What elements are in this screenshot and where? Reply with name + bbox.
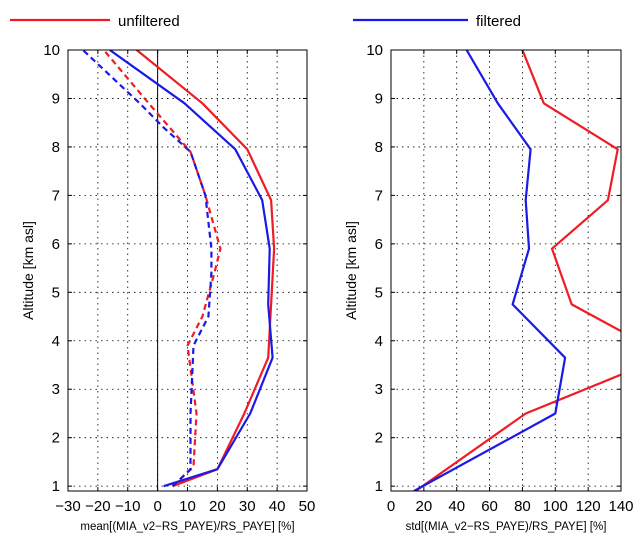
x-tick-label: 40 (448, 498, 465, 515)
series-line-filtered (413, 50, 567, 491)
legend: unfiltered filtered (10, 13, 521, 30)
x-tick-label: 100 (543, 498, 568, 515)
series-line-unfiltered (414, 373, 621, 491)
y-tick-label: 8 (375, 139, 383, 156)
y-tick-label: 10 (366, 42, 383, 59)
y-tick-label: 3 (375, 381, 383, 398)
x-axis-label: std[(MIA_v2−RS_PAYE)/RS_PAYE] [%] (406, 521, 607, 533)
y-tick-label: 4 (52, 333, 60, 350)
y-tick-label: 6 (375, 236, 383, 253)
x-axis-label: mean[(MIA_v2−RS_PAYE)/RS_PAYE] [%] (80, 521, 294, 533)
y-tick-label: 1 (375, 478, 383, 495)
x-tick-label: 50 (299, 498, 316, 515)
legend-label-unfiltered: unfiltered (118, 13, 180, 30)
y-tick-label: 5 (52, 284, 60, 301)
x-tick-label: 30 (239, 498, 256, 515)
x-tick-label: 80 (514, 498, 531, 515)
x-tick-label: 0 (153, 498, 161, 515)
x-tick-label: 20 (209, 498, 226, 515)
axes-frame (390, 49, 622, 492)
y-tick-label: 4 (375, 333, 383, 350)
legend-label-filtered: filtered (476, 13, 521, 30)
series-line-unfiltered (521, 50, 621, 333)
x-tick-label: 60 (481, 498, 498, 515)
series-line-unfiltered-dashed (102, 50, 222, 488)
series-line-unfiltered (136, 50, 276, 488)
x-tick-label: 10 (179, 498, 196, 515)
x-tick-label: −10 (115, 498, 140, 515)
y-tick-label: 3 (52, 381, 60, 398)
std-panel: 0 20 40 60 80 100 120 140 1 2 3 4 5 6 7 8 9 10 std[(MIA_v2… (343, 42, 634, 533)
y-tick-label: 2 (52, 430, 60, 447)
x-tick-label: 0 (387, 498, 395, 515)
y-tick-label: 1 (52, 478, 60, 495)
y-tick-label: 9 (52, 90, 60, 107)
series-line-filtered (109, 50, 274, 488)
y-axis-label: Altitude [km asl] (20, 221, 36, 320)
y-tick-label: 2 (375, 430, 383, 447)
mean-panel: −30 −20 −10 0 10 20 30 40 50 1 2 3 4 5 6 7 8 9 10 mean[(MIA… (20, 42, 315, 533)
y-tick-label: 7 (52, 187, 60, 204)
y-tick-label: 6 (52, 236, 60, 253)
x-tick-label: 120 (576, 498, 601, 515)
x-tick-label: −30 (55, 498, 80, 515)
x-tick-label: 20 (416, 498, 433, 515)
y-axis-label: Altitude [km asl] (343, 221, 359, 320)
y-tick-label: 8 (52, 139, 60, 156)
series-line-filtered-dashed (82, 50, 213, 487)
x-tick-label: −20 (85, 498, 110, 515)
x-tick-label: 140 (608, 498, 633, 515)
y-tick-label: 5 (375, 284, 383, 301)
y-tick-label: 10 (43, 42, 60, 59)
x-tick-label: 40 (269, 498, 286, 515)
y-tick-label: 9 (375, 90, 383, 107)
y-tick-label: 7 (375, 187, 383, 204)
